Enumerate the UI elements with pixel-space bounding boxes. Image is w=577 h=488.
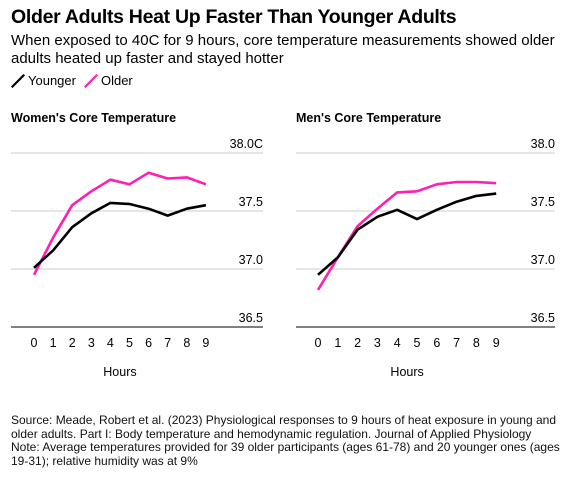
chart-1-xtick-label: 7 [164, 336, 171, 350]
chart-1-xtick-label: 9 [202, 336, 209, 350]
legend-label-younger: Younger [28, 73, 76, 88]
chart-1-series-older-line [32, 171, 207, 276]
chart-2-title: Men's Core Temperature [296, 111, 441, 125]
chart-1-xtick-label: 6 [145, 336, 152, 350]
chart-2-xaxis-label: Hours [390, 365, 423, 379]
chart-2-xtick-label: 9 [493, 336, 500, 350]
legend-label-older: Older [100, 73, 133, 88]
chart-1-series-younger-line [33, 201, 207, 269]
data-note: Note: Average temperatures provided for … [11, 440, 560, 468]
chart-2-ytick-label: 36.5 [531, 311, 555, 325]
chart-2-ytick-label: 37.5 [531, 195, 555, 209]
footer: Source: Meade, Robert et al. (2023) Phys… [11, 413, 566, 468]
chart-2-series-younger-line [317, 192, 497, 276]
chart-1-xtick-label: 3 [88, 336, 95, 350]
chart-1-ytick-label: 37.5 [239, 195, 263, 209]
chart-2-xtick-label: 1 [334, 336, 341, 350]
chart-2-xtick-label: 5 [414, 336, 421, 350]
legend-swatch-younger [11, 73, 25, 88]
chart-2-xtick-label: 0 [315, 336, 322, 350]
legend-item-younger: Younger [11, 73, 76, 88]
legend: Younger Older [11, 73, 141, 88]
chart-1-xtick-label: 2 [69, 336, 76, 350]
legend-item-older: Older [83, 73, 133, 88]
source-note: Source: Meade, Robert et al. (2023) Phys… [11, 413, 556, 441]
chart-1-xaxis-label: Hours [103, 365, 136, 379]
chart-1-title: Women's Core Temperature [11, 111, 176, 125]
charts-area: Women's Core Temperature 38.0C 37.5 37.0 36.… [11, 111, 555, 379]
legend-swatch-older [83, 73, 98, 88]
chart-1-ytick-label: 37.0 [239, 253, 263, 267]
chart-1-ytick-label: 38.0C [230, 137, 263, 151]
chart-2-xtick-label: 4 [394, 336, 401, 350]
chart-2-xtick-label: 7 [453, 336, 460, 350]
chart-1-xtick-label: 1 [50, 336, 57, 350]
chart-2-ytick-label: 38.0 [531, 137, 555, 151]
chart-1-xtick-label: 5 [126, 336, 133, 350]
chart-1-xtick-label: 8 [183, 336, 190, 350]
chart-1-xtick-label: 0 [31, 336, 38, 350]
chart-2-xtick-label: 8 [473, 336, 480, 350]
chart-title: Older Adults Heat Up Faster Than Younger… [11, 6, 457, 28]
chart-2-xtick-label: 6 [433, 336, 440, 350]
chart-2-xtick-label: 3 [374, 336, 381, 350]
chart-2-ytick-label: 37.0 [531, 253, 555, 267]
chart-2-xtick-label: 2 [354, 336, 361, 350]
chart-1-xtick-label: 4 [107, 336, 114, 350]
chart-1-ytick-label: 36.5 [239, 311, 263, 325]
chart-subtitle: When exposed to 40C for 9 hours, core te… [11, 32, 555, 67]
